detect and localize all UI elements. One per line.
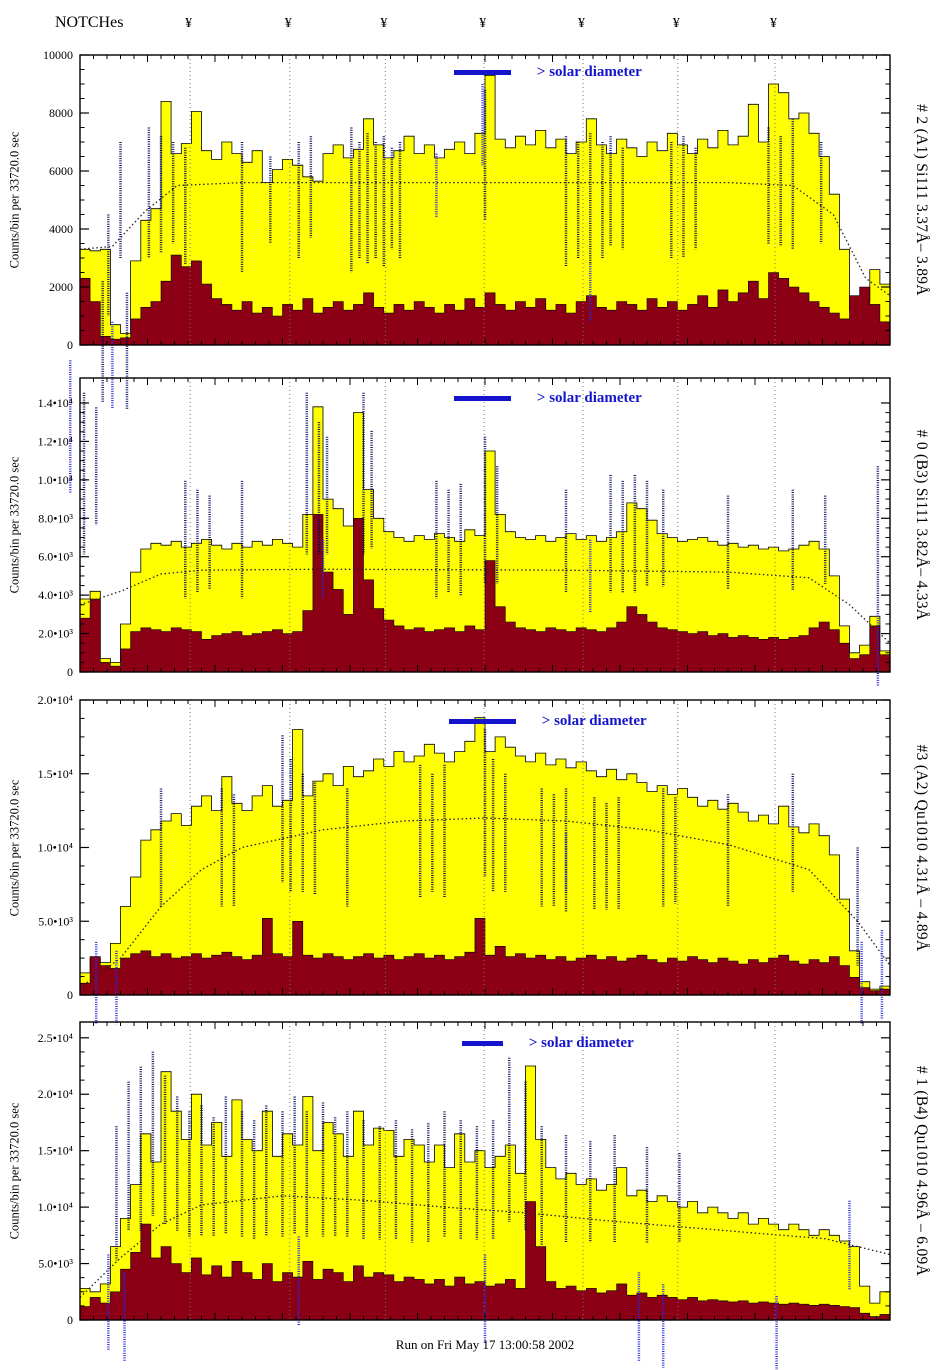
notch-symbol: ¥ (284, 16, 292, 31)
solar-diameter-annotation: > solar diameter (454, 390, 642, 407)
spectrum-panel-a1: Counts/bin per 33720.0 sec 0 2000 4000 6000… (0, 48, 948, 409)
notches-label: NOTCHes (55, 14, 124, 31)
svg-text:1.5•10⁴: 1.5•10⁴ (38, 1144, 73, 1158)
svg-text:1.0•10⁴: 1.0•10⁴ (38, 1200, 73, 1214)
notch-symbol: ¥ (479, 16, 487, 31)
solar-diameter-annotation: > solar diameter (462, 1035, 634, 1052)
solar-diameter-annotation: > solar diameter (454, 64, 642, 81)
svg-text:2.0•10⁴: 2.0•10⁴ (38, 1087, 73, 1101)
spectrum-panel-a2: Counts/bin per 33720.0 sec 0 5.0•10³ 1.0•1… (0, 693, 948, 1025)
solar-diameter-bar (462, 1041, 503, 1046)
svg-text:5.0•10³: 5.0•10³ (38, 1257, 73, 1271)
svg-text:8000: 8000 (49, 106, 73, 120)
solar-diameter-bar (454, 70, 511, 75)
y-axis-title: Counts/bin per 33720.0 sec (7, 456, 22, 594)
notch-symbol: ¥ (380, 16, 388, 31)
solar-diameter-annotation: > solar diameter (449, 713, 647, 730)
svg-text:2.0•10⁴: 2.0•10⁴ (38, 693, 73, 707)
solar-diameter-label: > solar diameter (536, 390, 642, 406)
spectrum-plot-b4: 0 5.0•10³ 1.0•10⁴ 1.5•10⁴ 2.0•10⁴ 2.5•10⁴ (38, 1021, 891, 1370)
svg-text:1.0•10⁴: 1.0•10⁴ (38, 473, 73, 487)
svg-text:0: 0 (67, 338, 73, 352)
svg-text:0: 0 (67, 1313, 73, 1327)
spectrum-panel-b4: Counts/bin per 33720.0 sec 0 5.0•10³ 1.0•1… (0, 1021, 948, 1370)
svg-text:2.5•10⁴: 2.5•10⁴ (38, 1031, 73, 1045)
svg-text:6000: 6000 (49, 164, 73, 178)
notch-symbol: ¥ (769, 16, 777, 31)
svg-text:1.5•10⁴: 1.5•10⁴ (38, 767, 73, 781)
solar-diameter-label: > solar diameter (528, 1035, 634, 1051)
svg-text:1.2•10⁴: 1.2•10⁴ (38, 434, 73, 448)
svg-text:2000: 2000 (49, 280, 73, 294)
run-timestamp: Run on Fri May 17 13:00:58 2002 (395, 1337, 575, 1352)
channel-label-b4: # 1 (B4) Qu1010 4.96Å – 6.09Å (913, 1065, 930, 1277)
svg-text:0: 0 (67, 665, 73, 679)
svg-text:1.0•10⁴: 1.0•10⁴ (38, 841, 73, 855)
notch-symbol: ¥ (672, 16, 680, 31)
spectrum-plot-b3: 0 2.0•10³ 4.0•10³ 6.0•10³ 8.0•10³ 1.0•10⁴ 1.2•… (38, 360, 891, 687)
y-axis-title: Counts/bin per 33720.0 sec (7, 1102, 22, 1240)
solar-diameter-label: > solar diameter (541, 713, 647, 729)
channel-label-b3: # 0 (B3) Si111 3.82Å– 4.33Å (913, 429, 930, 621)
svg-text:10000: 10000 (43, 48, 73, 62)
channel-label-a2: #3 (A2) Qu1010 4.31Å – 4.89Å (913, 744, 930, 951)
svg-text:4.0•10³: 4.0•10³ (38, 588, 73, 602)
svg-text:2.0•10³: 2.0•10³ (38, 627, 73, 641)
spectrum-panel-b3: Counts/bin per 33720.0 sec 0 2.0•10³ 4.0•1… (0, 360, 948, 687)
notch-symbol: ¥ (185, 16, 193, 31)
y-axis-title: Counts/bin per 33720.0 sec (7, 131, 22, 269)
spectrum-plot-a1: 0 2000 4000 6000 8000 10000 (43, 48, 891, 409)
svg-text:8.0•10³: 8.0•10³ (38, 511, 73, 525)
channel-label-a1: # 2 (A1) Si111 3.37Å– 3.89Å (913, 104, 930, 296)
notch-symbol: ¥ (578, 16, 585, 31)
svg-text:0: 0 (67, 988, 73, 1002)
svg-text:4000: 4000 (49, 222, 73, 236)
svg-text:5.0•10³: 5.0•10³ (38, 914, 73, 928)
solar-diameter-label: > solar diameter (536, 64, 642, 80)
spectrum-plot-a2: 0 5.0•10³ 1.0•10⁴ 1.5•10⁴ 2.0•10⁴ (38, 693, 891, 1025)
svg-text:1.4•10⁴: 1.4•10⁴ (38, 396, 73, 410)
y-axis-title: Counts/bin per 33720.0 sec (7, 779, 22, 916)
svg-text:6.0•10³: 6.0•10³ (38, 550, 73, 564)
solar-diameter-bar (449, 719, 516, 724)
solar-diameter-bar (454, 396, 511, 401)
